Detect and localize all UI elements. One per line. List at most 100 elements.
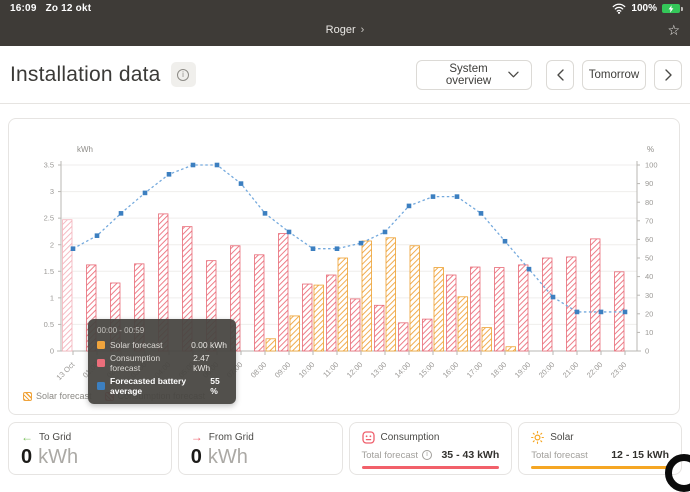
solar-bar[interactable]	[361, 240, 372, 352]
total-forecast-info-icon[interactable]: i	[422, 450, 432, 460]
info-icon: i	[177, 68, 190, 81]
device-corner	[665, 454, 690, 492]
favorite-star-icon[interactable]: ☆	[667, 22, 680, 38]
battery-average-point[interactable]	[430, 194, 436, 199]
battery-average-point[interactable]	[406, 203, 412, 209]
next-day-button[interactable]	[654, 59, 682, 90]
battery-average-point[interactable]	[310, 246, 316, 251]
y-right-tick-label: 80	[645, 198, 653, 207]
previous-day-button[interactable]	[546, 59, 574, 90]
y-right-tick-label: 20	[645, 309, 653, 318]
summary-cards: ← To Grid 0 kWh → From Grid 0 kWh Consumpt…	[8, 422, 682, 475]
chevron-right-icon	[664, 68, 672, 81]
consumption-bar[interactable]	[62, 219, 73, 352]
battery-average-point[interactable]	[142, 190, 148, 196]
battery-average-point[interactable]	[166, 172, 172, 177]
solar-bar[interactable]	[481, 327, 492, 352]
consumption-bar[interactable]	[398, 322, 409, 352]
battery-average-point[interactable]	[358, 240, 364, 246]
battery-average-point[interactable]	[502, 238, 508, 244]
forecast-chart: 0 0.5 1 1.5 2 2.5 3 3.5 kWh 0 10 20 30 40 50 60 70 80 90 10…	[44, 145, 658, 382]
x-tick-label: 20:00	[537, 360, 557, 380]
y-right-tick-label: 0	[645, 347, 649, 356]
battery-average-point[interactable]	[622, 309, 628, 315]
page-header: Installation data i System overview Tomo…	[0, 46, 690, 104]
consumption-swatch-icon	[97, 359, 105, 367]
battery-swatch-icon	[97, 382, 105, 390]
consumption-forecast-value: 35 - 43 kWh	[441, 449, 500, 461]
from-grid-card[interactable]: → From Grid 0 kWh	[177, 422, 343, 475]
consumption-bar[interactable]	[470, 266, 481, 352]
battery-average-point[interactable]	[334, 246, 340, 251]
battery-average-point[interactable]	[598, 309, 604, 315]
x-tick-label: 23:00	[609, 360, 629, 380]
consumption-bar[interactable]	[350, 298, 361, 352]
consumption-bar[interactable]	[566, 256, 577, 352]
consumption-card[interactable]: Consumption Total forecast i 35 - 43 kWh	[348, 422, 513, 475]
breadcrumb-chevron-icon: ›	[360, 24, 365, 36]
consumption-underline	[361, 466, 500, 469]
consumption-bar[interactable]	[326, 274, 337, 352]
solar-bar[interactable]	[313, 284, 324, 352]
battery-average-point[interactable]	[214, 162, 220, 168]
consumption-bar[interactable]	[422, 318, 433, 352]
solar-bar[interactable]	[337, 257, 348, 352]
consumption-bar[interactable]	[494, 267, 505, 352]
battery-average-point[interactable]	[454, 194, 460, 199]
battery-average-point[interactable]	[478, 211, 484, 216]
solar-bar[interactable]	[409, 245, 420, 352]
battery-average-point[interactable]	[550, 294, 556, 300]
solar-bar[interactable]	[385, 237, 396, 352]
tooltip-row-consumption: Consumption forecast 2.47 kWh	[97, 353, 227, 373]
page-info-button[interactable]: i	[170, 62, 196, 87]
tooltip-time-range: 00:00 - 00:59	[97, 326, 145, 335]
battery-average-point[interactable]	[574, 309, 580, 315]
x-tick-label: 19:00	[513, 360, 533, 380]
clock: 16:09	[10, 3, 37, 14]
solar-card[interactable]: Solar Total forecast 12 - 15 kWh	[518, 422, 682, 475]
breadcrumb-label: Roger	[325, 24, 356, 36]
battery-average-point[interactable]	[70, 246, 76, 251]
battery-average-point[interactable]	[286, 229, 292, 235]
y-right-tick-label: 70	[645, 216, 653, 225]
status-bar: 16:09 Zo 12 okt 100%	[10, 3, 683, 14]
solar-forecast-value: 12 - 15 kWh	[611, 449, 669, 461]
forecast-chart-card: 0 0.5 1 1.5 2 2.5 3 3.5 kWh 0 10 20 30 40 50 60 70 80 90 10…	[8, 118, 680, 415]
x-tick-label: 17:00	[465, 360, 485, 380]
system-overview-select[interactable]: System overview	[416, 59, 532, 90]
battery-average-line	[72, 164, 625, 313]
consumption-bar[interactable]	[254, 254, 265, 352]
nav-bar: Roger › ☆	[0, 21, 690, 43]
battery-average-point[interactable]	[94, 233, 100, 238]
consumption-bar[interactable]	[302, 283, 313, 352]
y-left-tick-label: 1.5	[44, 267, 54, 276]
consumption-bar[interactable]	[518, 264, 529, 352]
arrow-right-icon: →	[190, 430, 203, 444]
solar-bar[interactable]	[265, 338, 276, 352]
consumption-bar[interactable]	[374, 304, 385, 352]
x-tick-label: 13:00	[369, 360, 389, 380]
battery-average-point[interactable]	[262, 211, 268, 216]
solar-bar[interactable]	[289, 315, 300, 352]
y-left-tick-label: 3	[50, 187, 54, 196]
battery-average-point[interactable]	[118, 211, 124, 216]
legend-item-solar: Solar forecast	[23, 391, 92, 401]
solar-bar[interactable]	[457, 296, 468, 352]
solar-bar[interactable]	[505, 346, 516, 352]
consumption-bar[interactable]	[446, 274, 457, 352]
battery-average-point[interactable]	[190, 162, 196, 168]
charging-bolt-icon	[668, 4, 674, 13]
battery-average-point[interactable]	[382, 229, 388, 235]
solar-bar[interactable]	[433, 267, 444, 352]
breadcrumb[interactable]: Roger ›	[0, 24, 690, 36]
y-left-axis-title: kWh	[77, 145, 93, 154]
battery-average-point[interactable]	[526, 266, 532, 272]
solar-legend-swatch-icon	[23, 391, 32, 401]
consumption-bar[interactable]	[278, 233, 289, 352]
to-grid-card[interactable]: ← To Grid 0 kWh	[8, 422, 172, 475]
battery-average-point[interactable]	[238, 181, 244, 186]
y-left-tick-label: 3.5	[44, 161, 54, 170]
consumption-bar[interactable]	[542, 257, 553, 352]
day-selector-button[interactable]: Tomorrow	[582, 59, 646, 90]
consumption-bar[interactable]	[590, 238, 601, 352]
